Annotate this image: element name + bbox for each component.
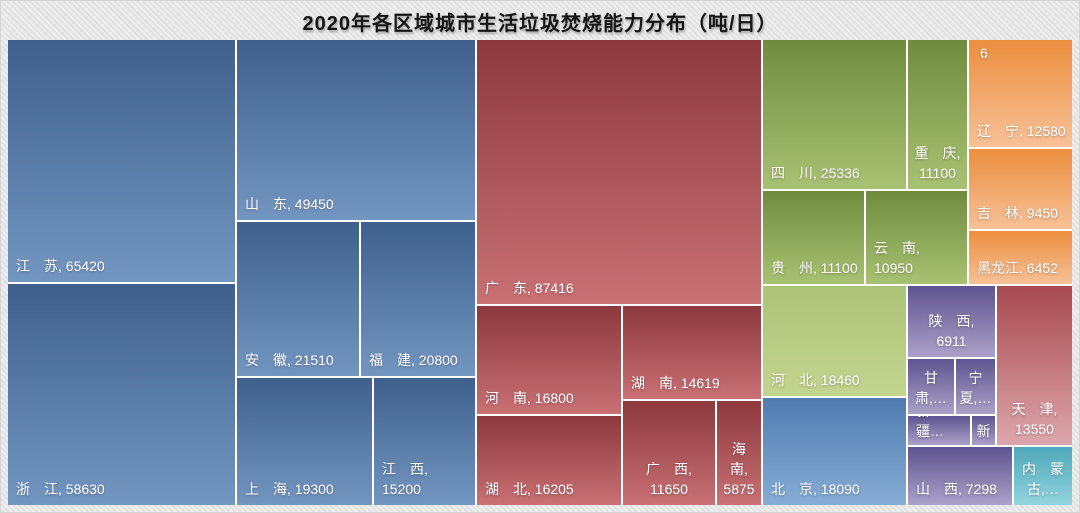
cell-label-hunan: 湖 南, 14619: [631, 375, 720, 392]
cell-label-jiangxi: 江 西, 15200: [382, 461, 428, 498]
cell-label-xin: 新: [976, 423, 991, 440]
treemap-cell-hubei: 湖 北, 16205: [477, 416, 621, 505]
cell-label-gansu: 甘 肃,…: [915, 370, 947, 407]
cell-label-beijing: 北 京, 18090: [771, 481, 860, 498]
treemap-cell-fujian: 福 建, 20800: [361, 222, 475, 376]
treemap-cell-shaanxi: 陕 西, 6911: [908, 286, 995, 357]
treemap-cell-chongqing: 重 庆, 11100: [908, 40, 967, 189]
treemap-cell-jilin: 吉 林, 9450: [969, 149, 1072, 229]
cell-label-ningxia: 宁 夏,…: [959, 370, 992, 407]
treemap-cell-guizhou: 贵 州, 11100: [763, 191, 864, 284]
cell-label-tianjin: 天 津, 13550: [1011, 401, 1058, 438]
treemap-cell-beijing: 北 京, 18090: [763, 398, 906, 505]
cell-label-anhui: 安 徽, 21510: [245, 352, 334, 369]
treemap-cell-liaoning: 6 辽 宁, 12580: [969, 40, 1072, 147]
treemap-cell-jiangxi: 江 西, 15200: [374, 378, 475, 505]
treemap-cell-sichuan: 四 川, 25336: [763, 40, 906, 189]
cell-label-henan: 河 南, 16800: [485, 390, 574, 407]
cell-label-liaoning: 辽 宁, 12580: [977, 123, 1066, 140]
treemap-cell-guangdong: 广 东, 87416: [477, 40, 761, 304]
cell-label-sichuan: 四 川, 25336: [771, 165, 860, 182]
treemap-cell-gansu: 甘 肃,…: [908, 359, 954, 414]
cell-label-chongqing: 重 庆, 11100: [914, 145, 961, 182]
treemap-cell-zhejiang: 浙 江, 58630: [8, 284, 235, 505]
cell-label-shanxi: 山 西, 7298: [916, 481, 997, 498]
treemap-cell-shanghai: 上 海, 19300: [237, 378, 372, 505]
cell-label-guangdong: 广 东, 87416: [485, 280, 574, 297]
treemap-cell-heilongjiang: 黑龙江, 6452: [969, 231, 1072, 284]
treemap-cell-tianjin: 天 津, 13550: [997, 286, 1072, 445]
treemap-cell-shandong: 山 东, 49450: [237, 40, 475, 220]
treemap-cell-hebei: 河 北, 18460: [763, 286, 906, 396]
cell-label-jilin: 吉 林, 9450: [977, 205, 1058, 222]
treemap-cell-xinjiang: 新 疆…: [908, 416, 970, 445]
cell-label-neimenggu: 内 蒙 古,…: [1022, 461, 1064, 498]
chart-title: 2020年各区域城市生活垃圾焚烧能力分布（吨/日）: [302, 13, 778, 35]
cell-label-guizhou: 贵 州, 11100: [771, 260, 858, 277]
cell-label-hubei: 湖 北, 16205: [485, 481, 574, 498]
cell-label-yunnan: 云 南, 10950: [874, 240, 920, 277]
treemap-cell-jiangsu: 江 苏, 65420: [8, 40, 235, 282]
cell-label-shaanxi: 陕 西, 6911: [928, 313, 975, 350]
treemap-cell-neimenggu: 内 蒙 古,…: [1014, 447, 1072, 505]
treemap-cell-xin: 新: [972, 416, 995, 445]
treemap-cell-henan: 河 南, 16800: [477, 306, 621, 414]
treemap-cell-hunan: 湖 南, 14619: [623, 306, 761, 399]
cell-label-xinjiang: 新 疆…: [916, 416, 944, 440]
cell-label-shanghai: 上 海, 19300: [245, 481, 334, 498]
treemap-cell-yunnan: 云 南, 10950: [866, 191, 967, 284]
cell-label-heilongjiang: 黑龙江, 6452: [977, 260, 1058, 277]
treemap-cell-hainan: 海 南, 5875: [717, 401, 761, 505]
cell-label-zhejiang: 浙 江, 58630: [16, 481, 105, 498]
treemap-chart: 江 苏, 65420 浙 江, 58630 山 东, 49450 安 徽, 21…: [8, 40, 1072, 505]
cell-label-fujian: 福 建, 20800: [369, 352, 458, 369]
cell-label-shandong: 山 东, 49450: [245, 196, 334, 213]
cell-label-hainan: 海 南, 5875: [723, 441, 755, 498]
cell-label-guangxi: 广 西, 11650: [646, 461, 692, 498]
cell-label-jiangsu: 江 苏, 65420: [16, 258, 105, 275]
tiny-cell-label: 6: [980, 45, 988, 61]
treemap-cell-anhui: 安 徽, 21510: [237, 222, 359, 376]
treemap-cell-ningxia: 宁 夏,…: [956, 359, 995, 414]
cell-label-hebei: 河 北, 18460: [771, 372, 860, 389]
treemap-cell-guangxi: 广 西, 11650: [623, 401, 715, 505]
treemap-cell-shanxi: 山 西, 7298: [908, 447, 1012, 505]
